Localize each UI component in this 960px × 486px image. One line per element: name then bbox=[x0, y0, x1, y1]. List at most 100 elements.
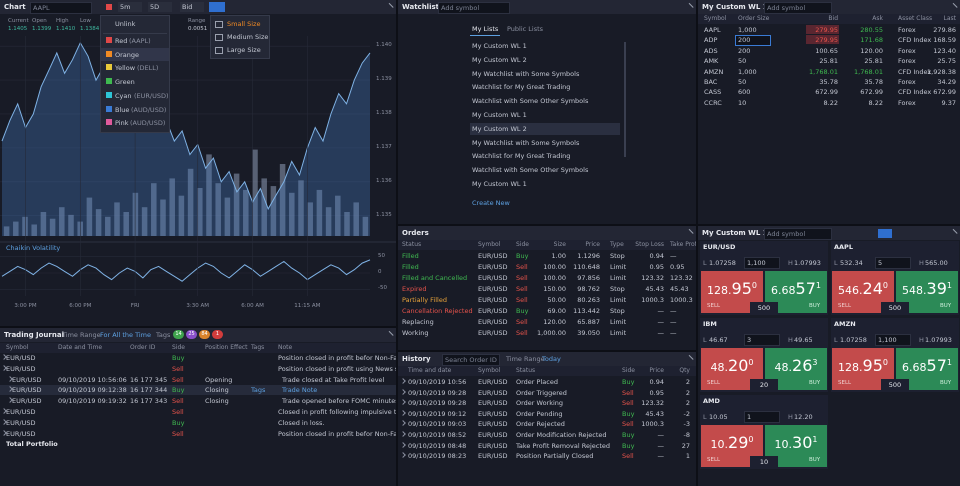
color-swatch[interactable] bbox=[106, 119, 112, 126]
search-input-box[interactable] bbox=[438, 2, 510, 14]
tab[interactable]: Public Lists bbox=[507, 25, 544, 33]
qty-value[interactable]: 1,100 bbox=[878, 336, 897, 344]
expand-arrow[interactable] bbox=[400, 399, 406, 406]
list-item[interactable]: My Custom WL 1 bbox=[472, 111, 527, 119]
cell: 600 bbox=[738, 88, 751, 97]
qty-box[interactable] bbox=[744, 334, 780, 346]
menu-item[interactable]: Red bbox=[115, 37, 128, 45]
cell: 09/10/2019 10:56 bbox=[408, 378, 467, 386]
size-button[interactable] bbox=[209, 2, 225, 12]
cell: 35.78 bbox=[864, 78, 883, 86]
volume-bar bbox=[298, 180, 304, 236]
dropdown-box[interactable] bbox=[148, 2, 172, 12]
list-item[interactable]: Watchlist with Some Other Symbols bbox=[472, 97, 589, 106]
cell: EUR/USD bbox=[478, 307, 508, 315]
list-item[interactable]: My Watchlist with Some Symbols bbox=[472, 69, 580, 78]
low-label: L bbox=[834, 336, 838, 344]
color-link-icon[interactable] bbox=[106, 4, 112, 10]
menu-item-detail: (EUR/USD) bbox=[134, 91, 169, 100]
menu-item[interactable]: Medium Size bbox=[227, 33, 269, 41]
cell: EUR/USD bbox=[478, 431, 508, 439]
cell: 1,928.38 bbox=[927, 67, 956, 76]
column-header: Bid bbox=[828, 15, 838, 22]
menu-item[interactable]: Small Size bbox=[227, 20, 261, 28]
quote-price: 546.240 bbox=[832, 281, 894, 297]
tag-badge[interactable]: 84 bbox=[199, 330, 210, 339]
list-item[interactable]: My Custom WL 2 bbox=[472, 124, 527, 133]
qty-value[interactable]: 1 bbox=[747, 413, 752, 421]
qty-box[interactable] bbox=[744, 257, 780, 269]
size-input-box[interactable] bbox=[735, 35, 771, 47]
color-swatch[interactable] bbox=[106, 91, 112, 98]
tab[interactable]: My Lists bbox=[472, 25, 499, 33]
list-item[interactable]: My Custom WL 2 bbox=[472, 55, 527, 64]
low-label: L bbox=[834, 259, 838, 267]
search-input-box[interactable] bbox=[764, 2, 832, 14]
volume-bar bbox=[95, 209, 102, 236]
menu-item-detail: (AUD/USD) bbox=[131, 105, 167, 114]
view-toggle[interactable] bbox=[878, 229, 892, 238]
total-row: Total Portfolio bbox=[6, 440, 58, 448]
color-swatch[interactable] bbox=[106, 37, 112, 43]
menu-item[interactable]: Green bbox=[115, 78, 135, 87]
expand-arrow[interactable] bbox=[400, 378, 406, 384]
cell[interactable]: Tags bbox=[251, 386, 266, 395]
color-swatch[interactable] bbox=[106, 64, 112, 71]
expand-arrow[interactable] bbox=[400, 431, 406, 437]
menu-item[interactable]: Blue bbox=[115, 105, 130, 114]
qty-value[interactable]: 5 bbox=[878, 259, 883, 267]
qty-value[interactable]: 3 bbox=[747, 336, 752, 344]
panel-title: Orders bbox=[402, 229, 429, 237]
cell: 45.43 bbox=[645, 409, 664, 418]
search-input-box[interactable] bbox=[764, 228, 832, 240]
expand-arrow[interactable] bbox=[400, 452, 406, 459]
tag-badge[interactable]: 14 bbox=[173, 330, 184, 339]
search-input-box[interactable] bbox=[442, 354, 500, 366]
list-item[interactable]: My Custom WL 1 bbox=[472, 42, 527, 50]
info-label: Range bbox=[188, 18, 206, 24]
dropdown-label[interactable]: 5D bbox=[150, 3, 160, 11]
sell-button[interactable]: 546.240 SELL bbox=[832, 271, 894, 313]
filter-value[interactable]: Today bbox=[542, 355, 561, 363]
expand-arrow[interactable] bbox=[400, 420, 406, 427]
symbol-input-box[interactable] bbox=[30, 2, 92, 14]
qty-box[interactable] bbox=[744, 411, 780, 423]
cell: 09/10/2019 09:03 bbox=[408, 420, 467, 429]
tag-badge[interactable]: 25 bbox=[186, 330, 197, 339]
list-item[interactable]: My Custom WL 1 bbox=[472, 180, 527, 188]
create-link[interactable]: Create New bbox=[472, 199, 510, 207]
list-item[interactable]: Watchlist for My Great Trading bbox=[472, 152, 571, 161]
expand-arrow[interactable] bbox=[400, 409, 406, 416]
cell: 65.887 bbox=[577, 318, 600, 326]
list-item[interactable]: Watchlist for My Great Trading bbox=[472, 83, 571, 92]
menu-item[interactable]: Large Size bbox=[227, 46, 261, 54]
menu-item[interactable]: Yellow bbox=[115, 64, 136, 73]
expand-arrow[interactable] bbox=[400, 388, 406, 395]
dropdown-label[interactable]: 5m bbox=[120, 3, 131, 11]
qty-box[interactable] bbox=[875, 334, 911, 346]
color-swatch[interactable] bbox=[106, 78, 112, 85]
menu-item[interactable]: Unlink bbox=[115, 20, 136, 28]
list-item[interactable]: Watchlist with Some Other Symbols bbox=[472, 166, 589, 175]
dropdown-box[interactable] bbox=[180, 2, 204, 12]
menu-item[interactable]: Orange bbox=[115, 50, 140, 59]
price-pre: 48. bbox=[710, 361, 729, 374]
list-item[interactable]: My Watchlist with Some Symbols bbox=[472, 138, 580, 147]
filter-value[interactable]: For All the Time bbox=[100, 331, 151, 339]
qty-value[interactable]: 1,100 bbox=[747, 259, 766, 267]
color-swatch[interactable] bbox=[106, 105, 112, 112]
filter-label: Tags bbox=[156, 331, 171, 339]
qty-box[interactable] bbox=[875, 257, 911, 269]
cell: 16 177 344 bbox=[130, 386, 168, 395]
menu-item[interactable]: Pink bbox=[115, 119, 129, 128]
dropdown-box[interactable] bbox=[118, 2, 142, 12]
expand-arrow[interactable] bbox=[400, 441, 406, 448]
color-swatch[interactable] bbox=[106, 50, 112, 57]
menu-item[interactable]: Cyan bbox=[115, 91, 132, 100]
tag-badge[interactable]: 1 bbox=[212, 330, 223, 339]
menu-divider bbox=[103, 33, 167, 34]
dropdown-label[interactable]: Bid bbox=[182, 3, 193, 11]
cell: Sell bbox=[516, 285, 528, 293]
column-header: Qty bbox=[679, 367, 690, 374]
volume-bar bbox=[325, 207, 332, 236]
